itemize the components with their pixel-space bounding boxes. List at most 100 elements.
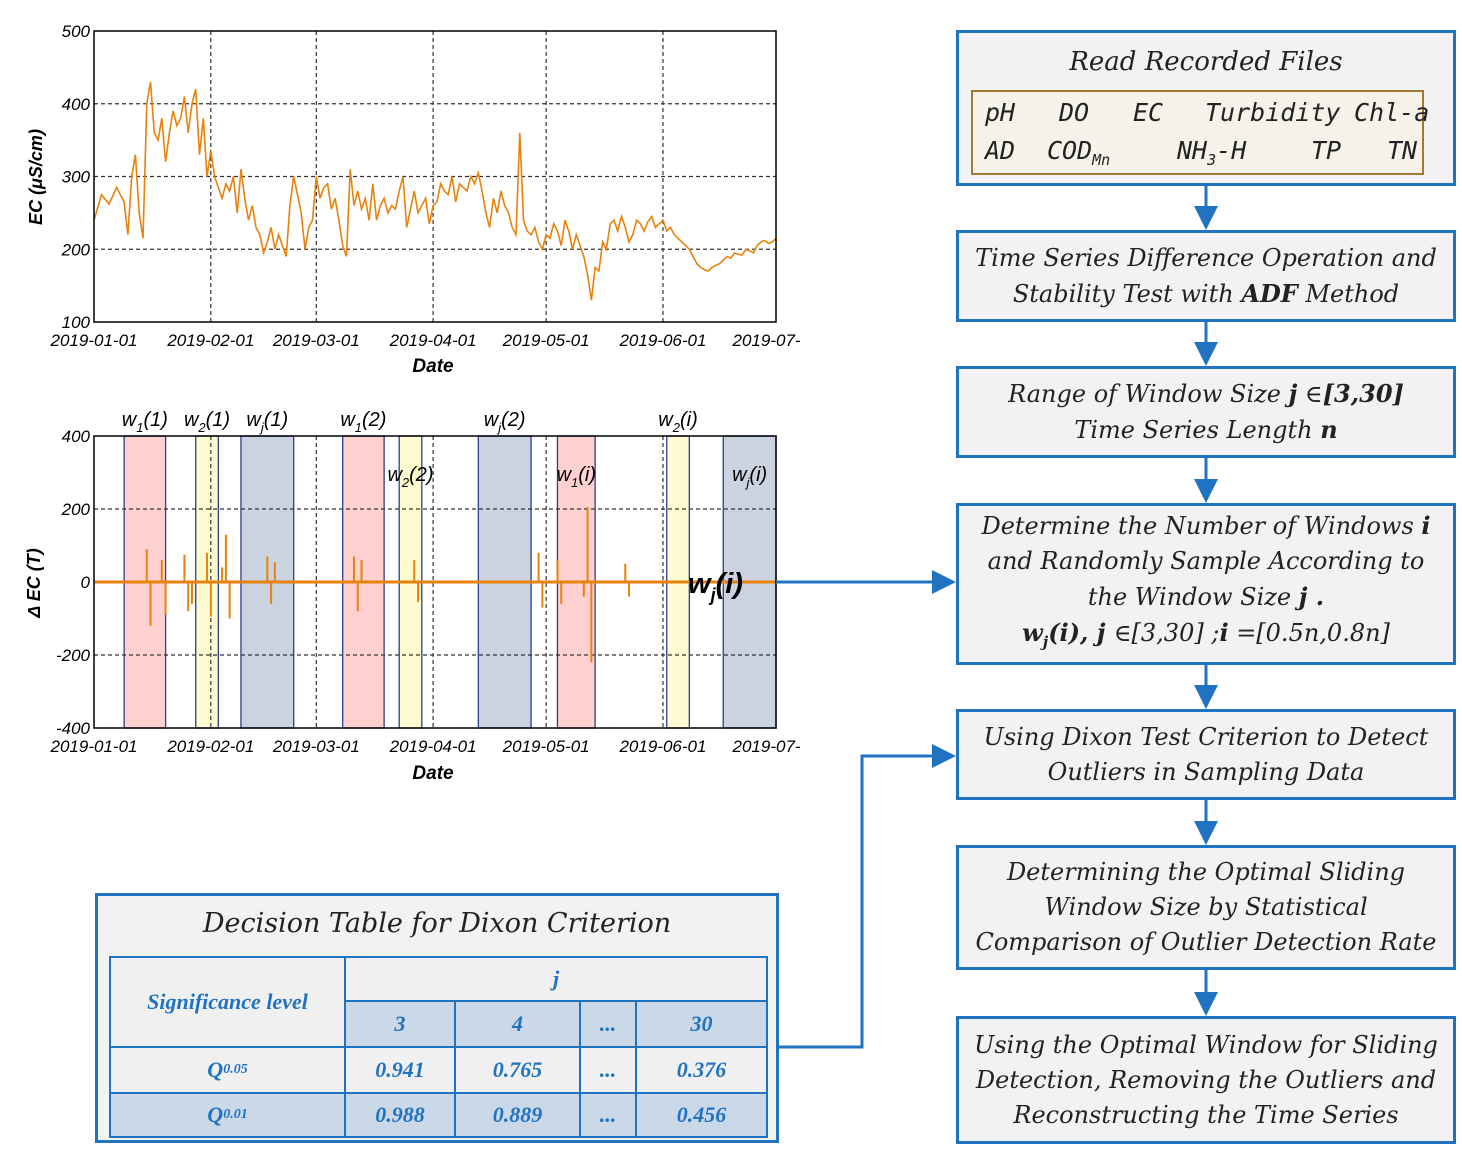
window-label: w1(1) bbox=[122, 409, 168, 435]
var-do: DO bbox=[1059, 98, 1090, 127]
y-tick-label: -400 bbox=[56, 719, 91, 738]
sig-level-header: Significance level bbox=[109, 956, 346, 1048]
cell-q001-4: 0.889 bbox=[454, 1092, 581, 1138]
var-nh3h: NH3-H bbox=[1177, 136, 1247, 169]
window-label: w2(i) bbox=[658, 409, 697, 435]
window-label: w1(2) bbox=[340, 409, 386, 435]
col-header-3: 3 bbox=[344, 1000, 456, 1048]
chart2-x-label: Date bbox=[412, 763, 454, 784]
var-ad: AD bbox=[985, 136, 1016, 165]
step2-line2: Stability Test with ADF Method bbox=[1012, 278, 1400, 308]
reconstruct-series-box: Using the Optimal Window for Sliding Det… bbox=[956, 1016, 1456, 1144]
chart1-x-label: Date bbox=[412, 356, 454, 377]
col-header-30: 30 bbox=[635, 1000, 768, 1048]
step7-line2: Detection, Removing the Outliers and bbox=[975, 1065, 1437, 1094]
step7-line1: Using the Optimal Window for Sliding bbox=[974, 1030, 1438, 1059]
col-header-ellipsis: ... bbox=[579, 1000, 637, 1048]
x-tick-label: 2019-05-01 bbox=[502, 737, 590, 756]
var-ph: pH bbox=[985, 98, 1016, 127]
step6-line2: Window Size by Statistical bbox=[1044, 893, 1368, 921]
var-turbidity: Turbidity bbox=[1205, 98, 1341, 127]
x-tick-label: 2019-02-01 bbox=[166, 737, 254, 756]
cell-q005-ellipsis: ... bbox=[579, 1046, 637, 1094]
step5-line1: Using Dixon Test Criterion to Detect bbox=[983, 722, 1429, 751]
x-tick-label: 2019-06-01 bbox=[618, 737, 706, 756]
window-label: wj(2) bbox=[484, 409, 526, 435]
y-tick-label: -200 bbox=[56, 646, 91, 665]
chart1-x-ticks: 2019-01-01 2019-02-01 2019-03-01 2019-04-01… bbox=[50, 331, 800, 350]
cell-q001-30: 0.456 bbox=[635, 1092, 768, 1138]
window-labels: w1(1) w2(1) wj(1) w1(2) w2(2) wj(2) w1(i) w2(i)… bbox=[122, 409, 767, 490]
y-tick-label: 200 bbox=[61, 240, 91, 259]
step2-line1: Time Series Difference Operation and bbox=[975, 243, 1437, 272]
x-tick-label: 2019-06-01 bbox=[618, 331, 706, 350]
chart2-y-ticks: -400 -200 0 200 400 bbox=[56, 427, 91, 738]
x-tick-label: 2019-01-01 bbox=[50, 331, 138, 350]
optimal-window-box: Determining the Optimal Sliding Window S… bbox=[956, 845, 1456, 970]
step5-line2: Outliers in Sampling Data bbox=[1047, 757, 1365, 786]
row-q001-label: Q 0.01 bbox=[109, 1092, 346, 1138]
chart2-x-ticks: 2019-01-01 2019-02-01 2019-03-01 2019-04-01… bbox=[50, 737, 800, 756]
var-chla: Chl-a bbox=[1354, 98, 1430, 127]
step3-line1: Range of Window Size j ∈[3,30] bbox=[1008, 379, 1404, 408]
chart1-y-ticks: 100 200 300 400 500 bbox=[61, 22, 91, 332]
y-tick-label: 0 bbox=[81, 573, 91, 592]
wji-annotation: wj(i) bbox=[688, 568, 743, 605]
y-tick-label: 400 bbox=[62, 95, 91, 114]
chart1-plot-frame bbox=[93, 30, 777, 323]
window-sampling-box: Determine the Number of Windows i and Ra… bbox=[956, 503, 1456, 665]
var-codmn: CODMn bbox=[1047, 136, 1111, 169]
step4-line3: the Window Size j . bbox=[1087, 582, 1325, 612]
step4-line4: wj(i), j ∈[3,30] ;i =[0.5n,0.8n] bbox=[1022, 618, 1390, 651]
j-header: j bbox=[344, 956, 768, 1002]
delta-ec-spikes bbox=[145, 507, 631, 663]
window-label: w1(i) bbox=[557, 464, 596, 490]
var-ec: EC bbox=[1133, 98, 1164, 127]
window-label: wj(1) bbox=[246, 409, 288, 435]
col-header-4: 4 bbox=[454, 1000, 581, 1048]
step6-line3: Comparison of Outlier Detection Rate bbox=[975, 928, 1437, 956]
x-tick-label: 2019-04-01 bbox=[389, 331, 477, 350]
y-tick-label: 200 bbox=[61, 500, 91, 519]
step4-line2: and Randomly Sample According to bbox=[987, 547, 1425, 576]
x-tick-label: 2019-03-01 bbox=[272, 331, 360, 350]
var-tp: TP bbox=[1311, 136, 1342, 165]
cell-q005-4: 0.765 bbox=[454, 1046, 581, 1094]
window-label: wj(i) bbox=[732, 464, 767, 490]
difference-adf-box: Time Series Difference Operation and Sta… bbox=[956, 230, 1456, 322]
row-q005-label: Q 0.05 bbox=[109, 1046, 346, 1094]
chart2-y-label: Δ EC (T) bbox=[24, 548, 44, 618]
chart1-y-label: EC (μS/cm) bbox=[26, 129, 46, 225]
variable-list: pH DO EC Turbidity Chl-a AD CODMn NH3-H … bbox=[971, 90, 1429, 175]
cell-q005-3: 0.941 bbox=[344, 1046, 456, 1094]
cell-q001-3: 0.988 bbox=[344, 1092, 456, 1138]
x-tick-label: 2019-02-01 bbox=[166, 331, 254, 350]
arrow-table-to-step5 bbox=[768, 744, 956, 1049]
window-label: w2(2) bbox=[387, 464, 433, 490]
window-range-box: Range of Window Size j ∈[3,30] Time Seri… bbox=[956, 366, 1456, 458]
y-tick-label: 100 bbox=[62, 313, 91, 332]
x-tick-label: 2019-07-01 bbox=[732, 737, 800, 756]
decision-table-panel: Decision Table for Dixon Criterion Signi… bbox=[95, 893, 779, 1143]
step3-line2: Time Series Length n bbox=[1074, 415, 1338, 444]
var-tn: TN bbox=[1387, 136, 1418, 165]
x-tick-label: 2019-01-01 bbox=[50, 737, 138, 756]
cell-q001-ellipsis: ... bbox=[579, 1092, 637, 1138]
step4-line1: Determine the Number of Windows i bbox=[981, 511, 1431, 541]
read-files-title: Read Recorded Files bbox=[1069, 47, 1343, 77]
y-tick-label: 400 bbox=[62, 427, 91, 446]
x-tick-label: 2019-05-01 bbox=[502, 331, 590, 350]
y-tick-label: 500 bbox=[62, 22, 91, 41]
x-tick-label: 2019-04-01 bbox=[389, 737, 477, 756]
x-tick-label: 2019-03-01 bbox=[272, 737, 360, 756]
step6-line1: Determining the Optimal Sliding bbox=[1006, 858, 1406, 886]
ec-series-line bbox=[93, 81, 777, 301]
y-tick-label: 300 bbox=[62, 168, 91, 187]
cell-q005-30: 0.376 bbox=[635, 1046, 768, 1094]
x-tick-label: 2019-07-01 bbox=[732, 331, 800, 350]
window-label: w2(1) bbox=[184, 409, 230, 435]
decision-table-title: Decision Table for Dixon Criterion bbox=[202, 908, 672, 939]
